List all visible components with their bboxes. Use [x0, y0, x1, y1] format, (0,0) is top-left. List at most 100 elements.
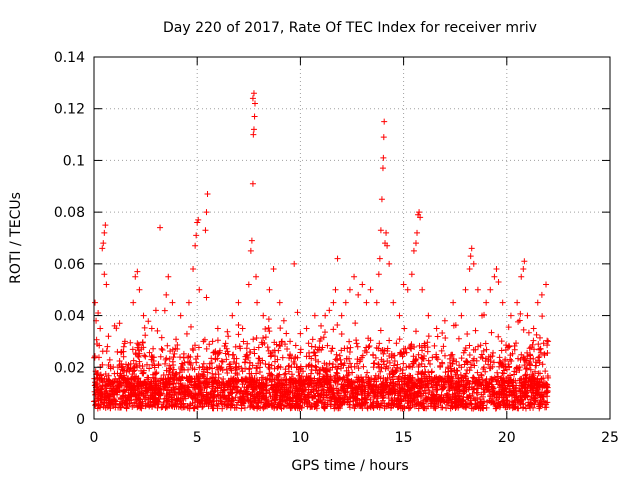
data-point: [521, 384, 528, 391]
data-point: [529, 341, 536, 348]
data-point: [294, 364, 301, 371]
data-point: [251, 100, 258, 107]
data-point: [133, 351, 140, 358]
data-point: [418, 402, 425, 409]
data-point: [305, 393, 312, 400]
data-point: [404, 400, 411, 407]
data-point: [495, 333, 502, 340]
data-point: [331, 401, 338, 408]
data-point: [412, 240, 419, 247]
data-point: [94, 374, 101, 381]
data-point: [481, 311, 488, 318]
data-point: [111, 378, 118, 385]
data-point: [403, 349, 410, 356]
data-point: [224, 328, 231, 335]
data-point: [249, 362, 256, 369]
data-point: [140, 391, 147, 398]
y-tick-label: 0.14: [54, 50, 85, 66]
data-point: [374, 389, 381, 396]
data-point: [133, 400, 140, 407]
y-tick-label: 0: [76, 412, 85, 428]
data-point: [409, 364, 416, 371]
data-point: [276, 342, 283, 349]
data-point: [251, 375, 258, 382]
data-point: [472, 346, 479, 353]
data-point: [169, 358, 176, 365]
data-point: [247, 349, 254, 356]
data-point: [411, 390, 418, 397]
data-point: [386, 386, 393, 393]
data-point: [139, 363, 146, 370]
data-point: [250, 131, 257, 138]
data-point: [517, 310, 524, 317]
data-point: [215, 371, 222, 378]
data-point: [100, 399, 107, 406]
data-point: [202, 227, 209, 234]
data-point: [469, 378, 476, 385]
data-point: [274, 356, 281, 363]
data-point: [99, 348, 106, 355]
data-point: [344, 388, 351, 395]
data-point: [271, 396, 278, 403]
data-point: [297, 349, 304, 356]
data-point: [396, 312, 403, 319]
data-point: [297, 330, 304, 337]
data-point: [421, 363, 428, 370]
data-point: [378, 381, 385, 388]
data-point: [364, 405, 371, 412]
data-point: [544, 372, 551, 379]
data-point: [446, 355, 453, 362]
data-point: [536, 334, 543, 341]
data-point: [209, 338, 216, 345]
data-point: [461, 403, 468, 410]
data-point: [500, 370, 507, 377]
data-point: [488, 395, 495, 402]
data-point: [452, 371, 459, 378]
data-point: [394, 381, 401, 388]
data-point: [394, 390, 401, 397]
y-axis-label: ROTI / TECUs: [8, 192, 24, 284]
data-point: [147, 395, 154, 402]
data-point: [136, 286, 143, 293]
data-point: [532, 362, 539, 369]
data-point: [217, 387, 224, 394]
data-point: [521, 258, 528, 265]
data-point: [406, 372, 413, 379]
data-point: [151, 375, 158, 382]
data-point: [279, 354, 286, 361]
data-point: [395, 375, 402, 382]
data-point: [465, 377, 472, 384]
data-point: [203, 209, 210, 216]
data-point: [534, 357, 541, 364]
data-points: [91, 90, 552, 412]
data-point: [338, 331, 345, 338]
data-point: [354, 360, 361, 367]
data-point: [399, 404, 406, 411]
data-point: [512, 394, 519, 401]
data-point: [283, 330, 290, 337]
data-point: [423, 383, 430, 390]
data-point: [513, 395, 520, 402]
data-point: [455, 404, 462, 411]
data-point: [133, 360, 140, 367]
data-point: [266, 328, 273, 335]
data-point: [105, 333, 112, 340]
data-point: [323, 391, 330, 398]
data-point: [316, 337, 323, 344]
data-point: [420, 390, 427, 397]
data-point: [154, 327, 161, 334]
data-point: [250, 126, 257, 133]
data-point: [370, 394, 377, 401]
data-point: [480, 347, 487, 354]
data-point: [326, 307, 333, 314]
data-point: [375, 364, 382, 371]
data-point: [351, 273, 358, 280]
data-point: [349, 369, 356, 376]
data-point: [123, 368, 130, 375]
data-point: [448, 382, 455, 389]
data-point: [284, 346, 291, 353]
data-point: [441, 352, 448, 359]
data-point: [358, 402, 365, 409]
data-point: [356, 378, 363, 385]
